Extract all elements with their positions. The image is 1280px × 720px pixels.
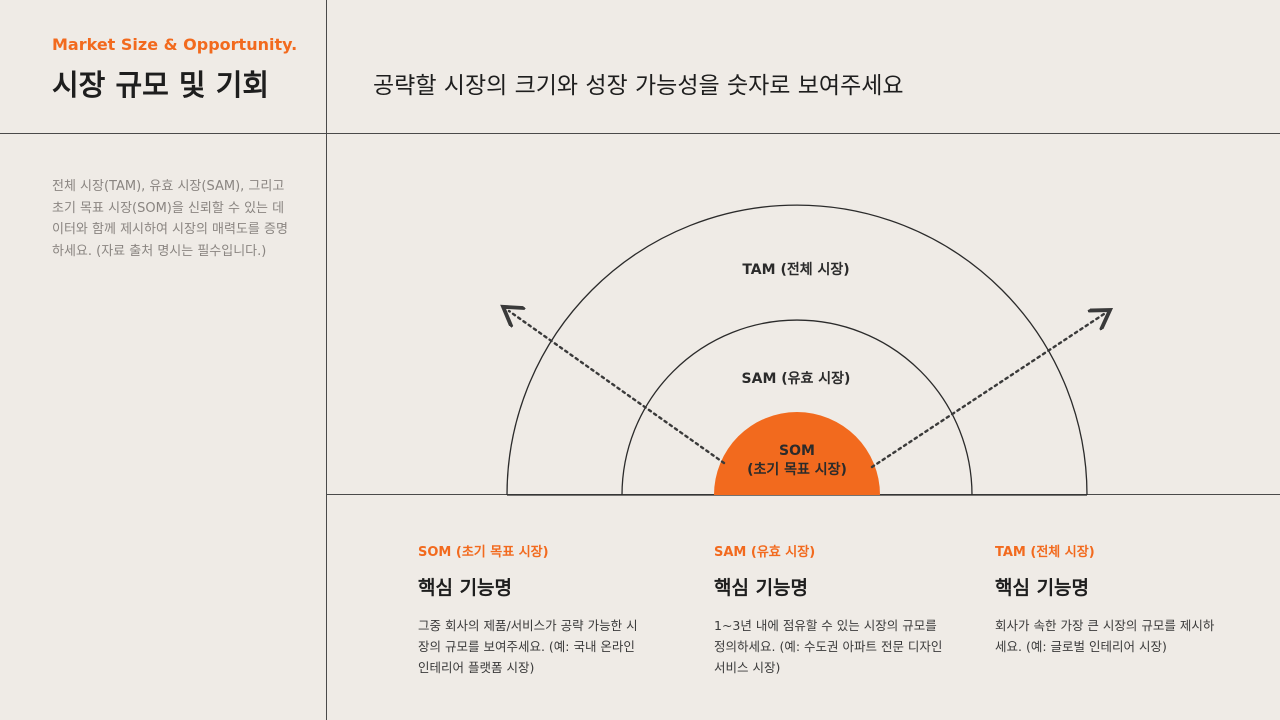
page-title: 시장 규모 및 기회 — [52, 68, 270, 102]
vertical-divider — [326, 0, 327, 720]
card-sam: SAM (유효 시장) 핵심 기능명 1~3년 내에 점유할 수 있는 시장의 … — [714, 541, 944, 678]
card-tag: TAM (전체 시장) — [995, 545, 1095, 560]
tam-label: TAM (전체 시장) — [742, 261, 849, 278]
card-body: 그중 회사의 제품/서비스가 공략 가능한 시장의 규모를 보여주세요. (예:… — [418, 618, 638, 675]
card-title: 핵심 기능명 — [995, 577, 1090, 599]
card-title: 핵심 기능명 — [714, 577, 809, 599]
card-som: SOM (초기 목표 시장) 핵심 기능명 그중 회사의 제품/서비스가 공략 … — [418, 541, 648, 678]
sidebar-description: 전체 시장(TAM), 유효 시장(SAM), 그리고 초기 목표 시장(SOM… — [52, 179, 288, 259]
arrow-right — [870, 314, 1104, 469]
card-title: 핵심 기능명 — [418, 577, 513, 599]
arrow-left — [509, 311, 726, 465]
som-label-line2: (초기 목표 시장) — [747, 461, 847, 478]
som-label-line1: SOM — [779, 443, 815, 459]
section-eyebrow: Market Size & Opportunity. — [52, 35, 298, 54]
sam-label: SAM (유효 시장) — [742, 370, 851, 387]
card-tag: SAM (유효 시장) — [714, 545, 816, 560]
tam-arc — [506, 204, 1088, 496]
card-tam: TAM (전체 시장) 핵심 기능명 회사가 속한 가장 큰 시장의 규모를 제… — [995, 541, 1225, 657]
page-headline: 공략할 시장의 크기와 성장 가능성을 숫자로 보여주세요 — [373, 73, 904, 99]
card-body: 회사가 속한 가장 큰 시장의 규모를 제시하세요. (예: 글로벌 인테리어 … — [995, 618, 1215, 654]
card-tag: SOM (초기 목표 시장) — [418, 545, 549, 560]
card-body: 1~3년 내에 점유할 수 있는 시장의 규모를 정의하세요. (예: 수도권 … — [714, 618, 943, 675]
header-divider — [0, 133, 1280, 134]
som-semicircle — [714, 412, 880, 495]
